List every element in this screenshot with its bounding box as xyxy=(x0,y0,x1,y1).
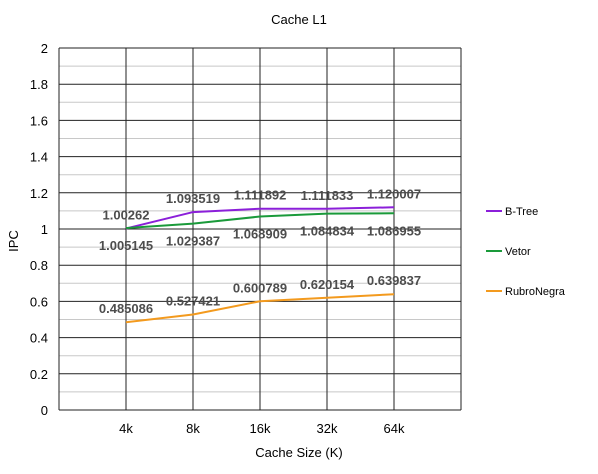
legend-label: Vetor xyxy=(505,246,531,258)
y-tick-label: 2 xyxy=(41,41,48,56)
y-tick-label: 1 xyxy=(41,222,48,237)
y-axis-title: IPC xyxy=(6,230,21,252)
x-tick-label: 4k xyxy=(119,421,133,436)
y-tick-label: 1.2 xyxy=(30,186,48,201)
legend: B-Tree Vetor RubroNegra xyxy=(486,206,566,298)
y-tick-label: 1.8 xyxy=(30,77,48,92)
series-line-b-tree xyxy=(125,206,395,230)
x-tick-label: 16k xyxy=(250,421,271,436)
y-tick-label: 0.4 xyxy=(30,331,48,346)
series-line-vetor xyxy=(125,212,395,230)
y-tick-label: 0.6 xyxy=(30,294,48,309)
chart-title: Cache L1 xyxy=(271,12,327,27)
data-label: 1.086955 xyxy=(367,223,421,238)
data-label: 0.527421 xyxy=(166,294,220,309)
data-label: 1.00262 xyxy=(103,208,150,223)
y-tick-label: 0.8 xyxy=(30,258,48,273)
data-label: 0.639837 xyxy=(367,273,421,288)
y-axis: 0 0.2 0.4 0.6 0.8 1 1.2 1.4 1.6 1.8 2 xyxy=(30,41,48,418)
legend-label: B-Tree xyxy=(505,206,538,218)
data-label: 0.485086 xyxy=(99,301,153,316)
data-label: 0.620154 xyxy=(300,277,355,292)
data-label: 1.068909 xyxy=(233,227,287,242)
data-label: 1.029387 xyxy=(166,234,220,249)
data-label: 1.111833 xyxy=(301,188,354,203)
data-label: 1.111892 xyxy=(234,188,287,203)
data-label: 1.120007 xyxy=(367,186,421,201)
x-axis-title: Cache Size (K) xyxy=(255,445,342,460)
data-label: 0.600789 xyxy=(233,280,287,295)
data-labels: 1.00262 1.093519 1.111892 1.111833 1.120007 1… xyxy=(99,186,421,316)
x-tick-label: 8k xyxy=(186,421,200,436)
data-label: 1.005145 xyxy=(99,238,153,253)
series-lines xyxy=(125,206,395,324)
x-axis: 4k 8k 16k 32k 64k xyxy=(119,421,405,436)
y-tick-label: 0 xyxy=(41,403,48,418)
series-line-rubronegra xyxy=(125,293,395,324)
x-tick-label: 32k xyxy=(317,421,338,436)
legend-label: RubroNegra xyxy=(505,286,566,298)
data-label: 1.084834 xyxy=(300,224,355,239)
x-tick-label: 64k xyxy=(384,421,405,436)
y-tick-label: 1.4 xyxy=(30,150,48,165)
y-tick-label: 0.2 xyxy=(30,367,48,382)
y-tick-label: 1.6 xyxy=(30,113,48,128)
data-label: 1.093519 xyxy=(166,191,220,206)
